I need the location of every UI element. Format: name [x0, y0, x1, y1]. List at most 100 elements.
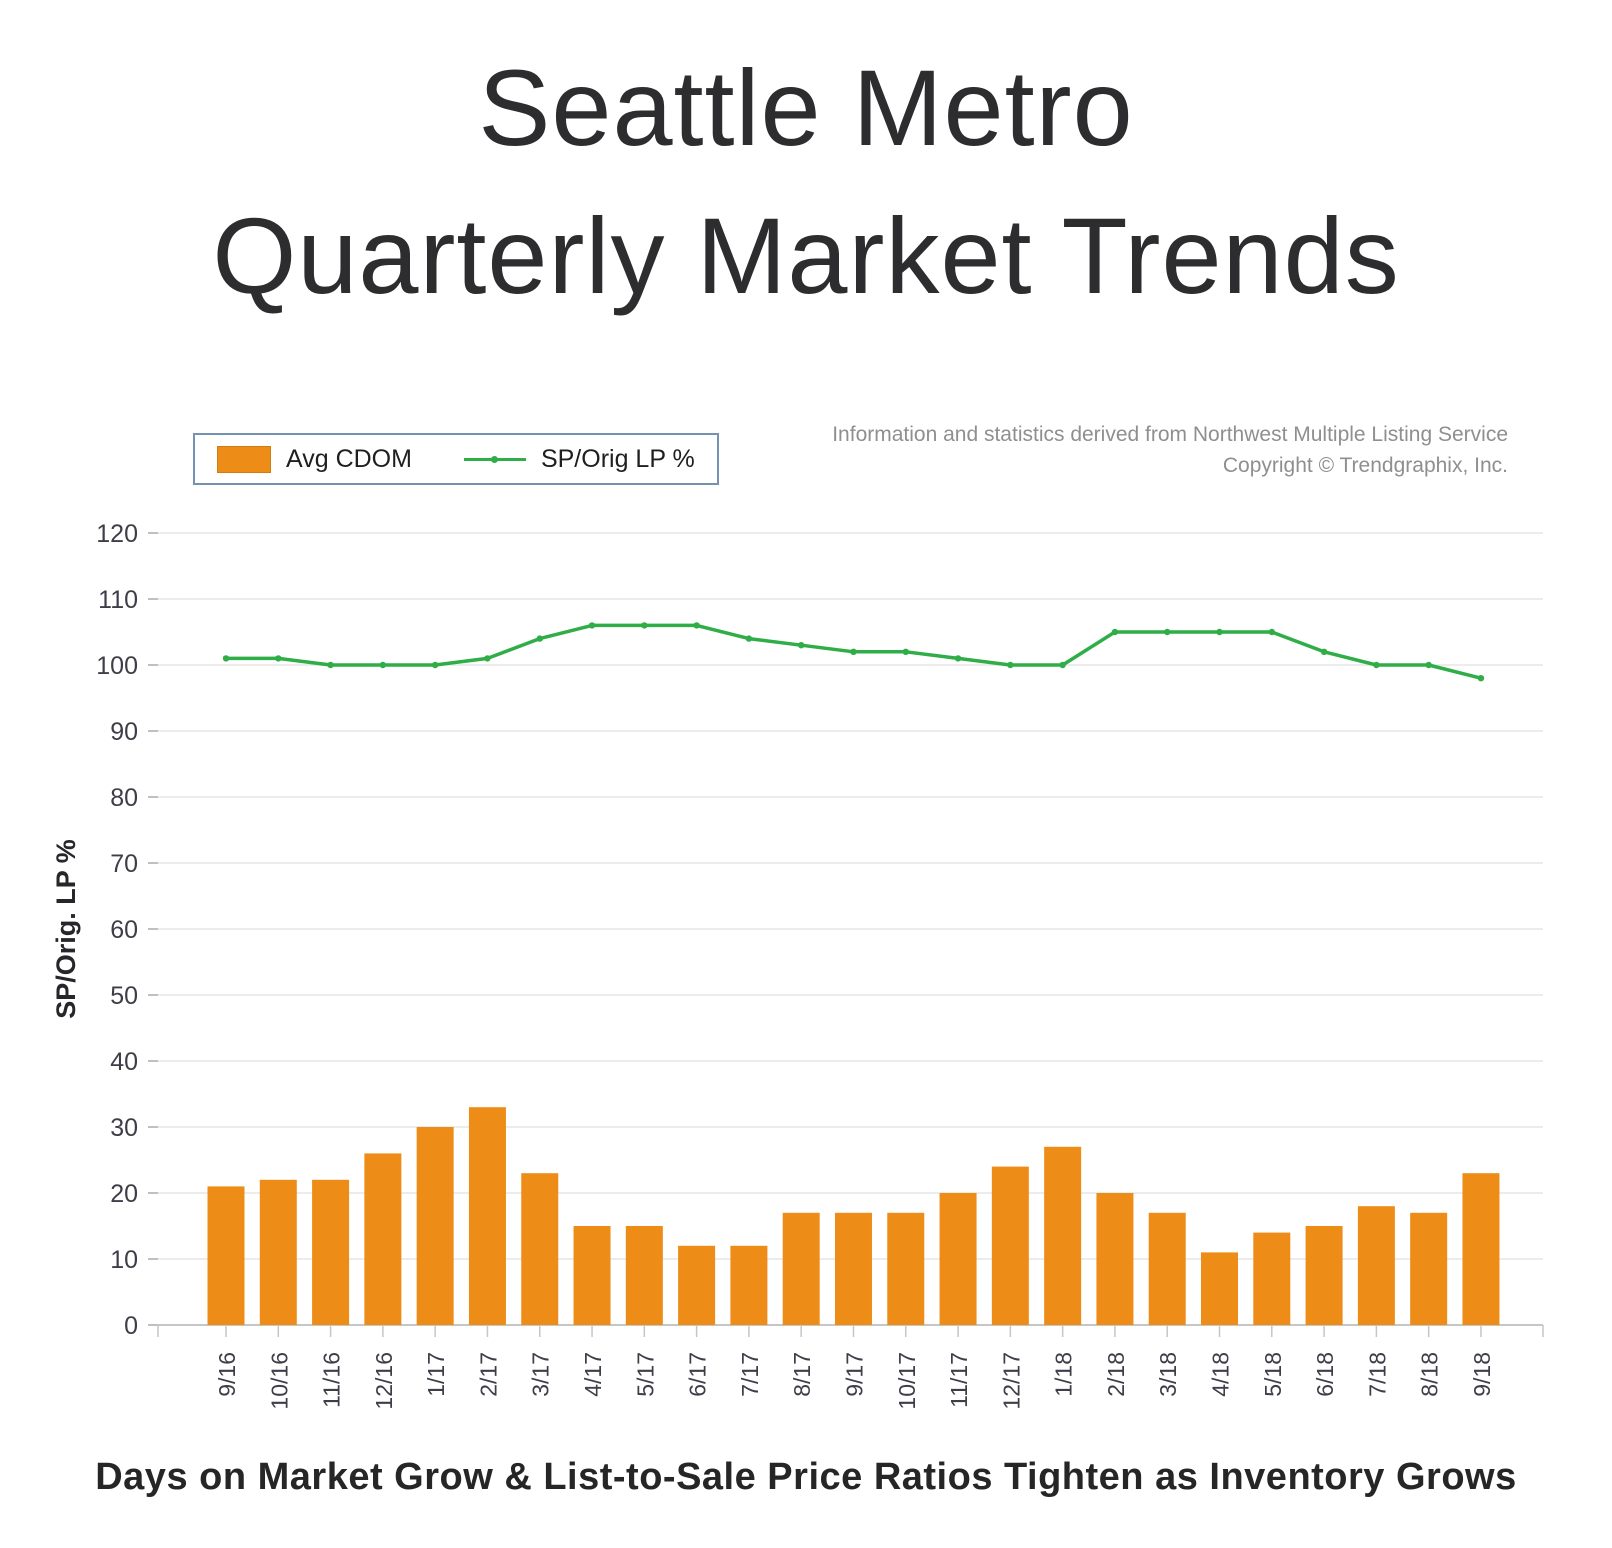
- bar: [1253, 1232, 1291, 1325]
- x-tick-label: 11/17: [946, 1352, 972, 1408]
- x-tick-label: 4/18: [1208, 1352, 1234, 1397]
- bar: [1305, 1226, 1343, 1325]
- x-tick-label: 12/17: [998, 1352, 1024, 1410]
- line-point: [1268, 628, 1276, 636]
- y-axis-title: SP/Orig. LP %: [51, 839, 81, 1019]
- x-tick-label: 9/18: [1469, 1352, 1495, 1397]
- bar-swatch-icon: [217, 445, 271, 473]
- page-title: Seattle Metro Quarterly Market Trends: [0, 34, 1612, 330]
- x-tick-label: 3/17: [528, 1352, 554, 1397]
- line-point: [1216, 628, 1223, 636]
- y-tick-label: 60: [110, 916, 138, 944]
- bar: [207, 1186, 245, 1325]
- y-tick-label: 10: [110, 1246, 138, 1274]
- x-tick-label: 7/17: [737, 1352, 763, 1397]
- line-point: [1477, 675, 1485, 682]
- x-tick-label: 12/16: [371, 1352, 397, 1410]
- line-point: [275, 655, 282, 662]
- legend: Avg CDOM SP/Orig LP %: [193, 433, 719, 485]
- x-tick-label: 1/17: [423, 1352, 449, 1397]
- title-line-2: Quarterly Market Trends: [212, 195, 1400, 316]
- source-attribution: Information and statistics derived from …: [832, 419, 1508, 481]
- line-point: [1164, 628, 1171, 636]
- bar: [730, 1245, 768, 1325]
- y-tick-label: 30: [110, 1114, 138, 1142]
- line-point: [536, 635, 543, 642]
- line-point: [954, 655, 962, 662]
- x-tick-label: 2/18: [1103, 1352, 1129, 1397]
- x-tick-label: 9/17: [841, 1352, 867, 1397]
- x-tick-label: 5/18: [1260, 1352, 1286, 1397]
- bar: [259, 1179, 297, 1325]
- line-point: [1320, 648, 1328, 655]
- bar: [678, 1245, 716, 1325]
- line-point: [1373, 661, 1380, 669]
- bar: [625, 1226, 663, 1325]
- bar: [1357, 1206, 1395, 1325]
- x-tick-label: 3/18: [1155, 1352, 1181, 1397]
- line-point: [431, 661, 439, 669]
- bar: [312, 1179, 350, 1325]
- source-line-2: Copyright © Trendgraphix, Inc.: [1222, 454, 1508, 477]
- legend-label-avg-cdom: Avg CDOM: [286, 444, 412, 473]
- x-tick-label: 10/17: [894, 1352, 920, 1410]
- x-tick-label: 6/17: [685, 1352, 711, 1397]
- bar: [939, 1193, 977, 1325]
- legend-item-sp-orig-lp: SP/Orig LP %: [463, 444, 695, 474]
- x-tick-label: 5/17: [632, 1352, 658, 1397]
- line-point: [797, 642, 805, 649]
- line-point: [379, 661, 387, 669]
- bar: [1462, 1173, 1500, 1325]
- y-tick-label: 100: [96, 652, 138, 680]
- bar: [468, 1107, 506, 1325]
- y-tick-label: 20: [110, 1180, 138, 1208]
- y-tick-label: 90: [110, 718, 138, 746]
- y-tick-label: 50: [110, 982, 138, 1010]
- bar: [887, 1212, 925, 1325]
- bar: [782, 1212, 820, 1325]
- line-point: [327, 661, 334, 669]
- y-tick-label: 0: [124, 1312, 138, 1340]
- line-point: [641, 622, 648, 629]
- x-tick-label: 10/16: [266, 1352, 292, 1410]
- bar: [991, 1166, 1029, 1325]
- chart-svg: 0 10 20 30 40 50 60 70 80 90 100 110 120 9/16 10/16 11/…: [51, 520, 1544, 1410]
- chart-caption: Days on Market Grow & List-to-Sale Price…: [95, 1456, 1517, 1498]
- x-tick-label: 8/18: [1417, 1352, 1443, 1397]
- bar: [1044, 1146, 1082, 1325]
- bar: [1201, 1252, 1239, 1325]
- line-point: [693, 622, 700, 629]
- line-point: [222, 655, 230, 662]
- y-tick-label: 80: [110, 784, 138, 812]
- x-tick-label: 2/17: [475, 1352, 501, 1397]
- bar: [1148, 1212, 1186, 1325]
- bar: [521, 1173, 559, 1325]
- line-point: [484, 655, 491, 662]
- line-swatch-icon: [463, 455, 526, 463]
- line-swatch-dot: [490, 455, 498, 463]
- line-point: [1007, 661, 1014, 669]
- bar: [416, 1127, 454, 1325]
- y-tick-label: 120: [96, 520, 138, 548]
- bar: [364, 1153, 402, 1325]
- x-tick-label: 6/18: [1312, 1352, 1338, 1397]
- x-tick-label: 1/18: [1051, 1352, 1077, 1397]
- legend-label-sp-orig-lp: SP/Orig LP %: [540, 444, 695, 473]
- bar: [573, 1226, 611, 1325]
- y-tick-label: 110: [98, 586, 138, 614]
- line-point: [902, 648, 909, 655]
- line-point: [1111, 628, 1119, 636]
- x-tick-label: 7/18: [1364, 1352, 1390, 1397]
- title-line-1: Seattle Metro: [478, 47, 1134, 168]
- source-line-1: Information and statistics derived from …: [832, 423, 1508, 446]
- legend-item-avg-cdom: Avg CDOM: [217, 445, 412, 474]
- line-point: [850, 648, 857, 655]
- bar: [1410, 1212, 1448, 1325]
- line-point: [745, 635, 753, 642]
- line-point: [1425, 661, 1432, 669]
- x-tick-label: 8/17: [789, 1352, 815, 1397]
- line-point: [588, 622, 596, 629]
- x-tick-label: 9/16: [214, 1352, 240, 1397]
- line-point: [1059, 661, 1066, 669]
